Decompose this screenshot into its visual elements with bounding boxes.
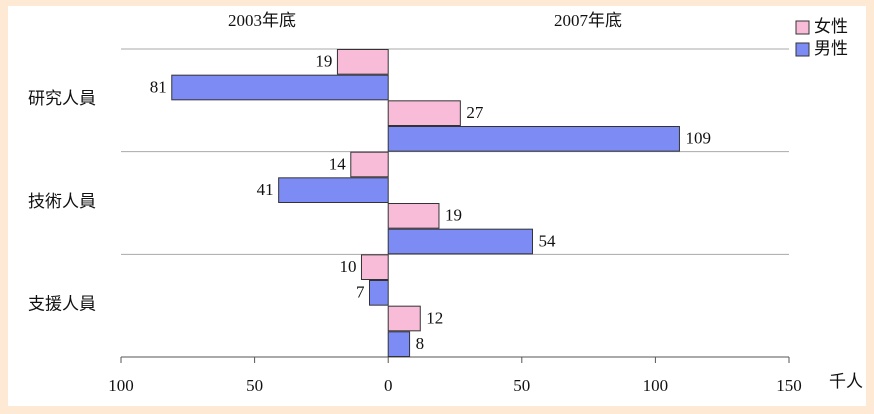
x-tick-label: 150: [776, 376, 802, 395]
legend-label: 男性: [814, 39, 848, 58]
bar: [387, 305, 421, 332]
x-tick-label: 50: [513, 376, 530, 395]
category-label: 技術人員: [28, 192, 96, 211]
bar: [360, 254, 389, 280]
value-label: 14: [329, 154, 347, 173]
x-tick-label: 100: [108, 376, 134, 395]
bar: [387, 331, 411, 358]
value-label: 19: [315, 52, 332, 71]
bar: [368, 280, 389, 306]
value-label: 8: [416, 334, 425, 353]
value-label: 109: [685, 129, 711, 148]
category-label: 支援人員: [28, 295, 96, 314]
value-label: 81: [150, 77, 167, 96]
bar: [387, 203, 440, 229]
legend-swatch: [795, 42, 810, 57]
x-tick-label: 50: [246, 376, 263, 395]
value-label: 54: [538, 231, 556, 250]
category-label: 研究人員: [28, 89, 96, 108]
value-label: 7: [356, 283, 365, 302]
column-label: 2007年底: [554, 11, 622, 30]
value-label: 41: [257, 180, 274, 199]
bar: [387, 228, 533, 255]
legend-label: 女性: [814, 17, 848, 36]
value-label: 27: [466, 103, 484, 122]
x-tick-label: 0: [384, 376, 393, 395]
value-label: 19: [445, 206, 462, 225]
bar: [171, 74, 389, 101]
bar: [387, 126, 680, 152]
bar: [336, 49, 389, 75]
value-label: 12: [426, 308, 443, 327]
column-label: 2003年底: [228, 11, 296, 30]
bar: [387, 100, 461, 127]
x-tick-label: 100: [643, 376, 669, 395]
legend-swatch: [795, 20, 810, 35]
bar: [350, 151, 389, 178]
x-axis-label: 千人: [829, 372, 863, 391]
bar: [278, 177, 389, 203]
value-label: 10: [339, 257, 356, 276]
